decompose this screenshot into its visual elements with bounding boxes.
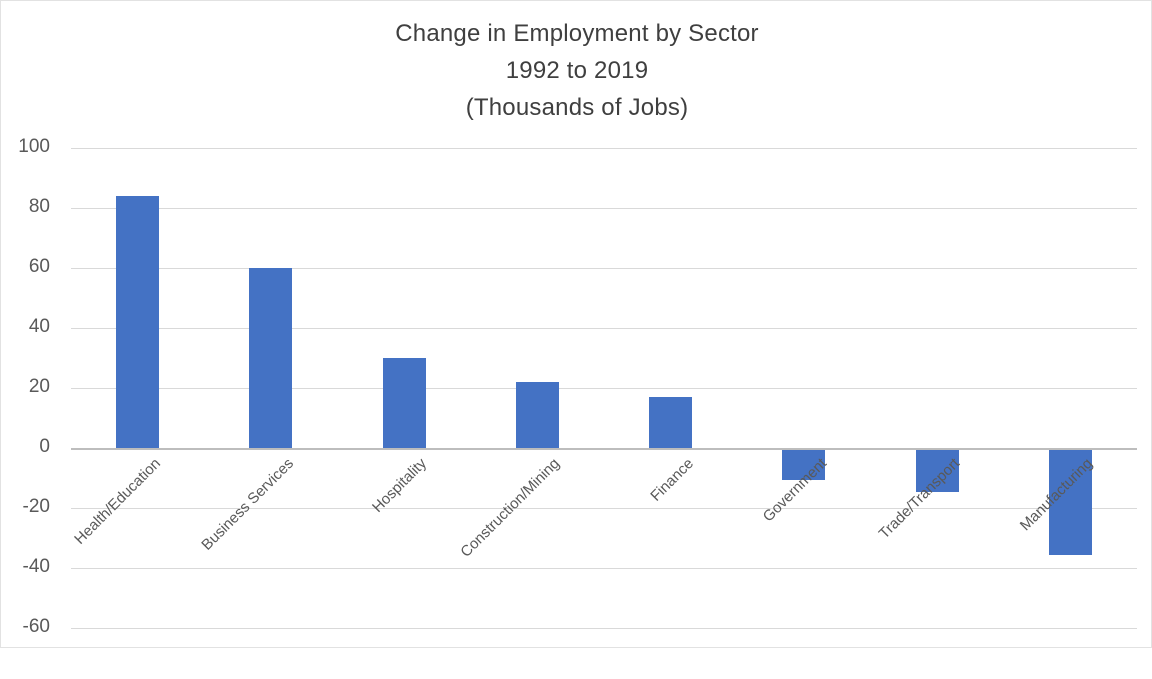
y-tick-label-100: 100 [18,136,50,157]
chart-title-line-1: Change in Employment by Sector [395,20,759,47]
bar-health-education [116,196,160,448]
category-label-manufacturing: Manufacturing [1017,455,1097,535]
x-axis-line [71,448,1137,450]
category-label-hospitality: Hospitality [369,455,431,516]
chart-title-line-3: (Thousands of Jobs) [465,94,689,121]
y-tick-label-60: 60 [28,256,50,277]
y-tick-label--40: -40 [22,556,50,577]
category-label-business-services: Business Services [198,455,297,554]
y-tick-label--60: -60 [22,616,50,637]
category-label-construction-mining: Construction/Mining [457,455,564,561]
category-label-finance: Finance [646,455,697,505]
y-tick-label--20: -20 [22,496,50,517]
bar-trade-transport [915,450,959,492]
category-label-trade-transport: Trade/Transport [875,455,964,543]
gridline-y-40 [71,328,1137,329]
chart-title: Change in Employment by Sector 1992 to 2… [1,15,1152,126]
bar-business-services [249,268,293,448]
bar-government [782,450,826,480]
gridline-y--60 [71,628,1137,629]
chart-area: Change in Employment by Sector 1992 to 2… [0,0,1152,648]
category-label-government: Government [759,455,830,526]
gridline-y-20 [71,388,1137,389]
gridline-y-100 [71,148,1137,149]
gridline-y--20 [71,508,1137,509]
bar-construction-mining [515,382,559,448]
y-tick-label-20: 20 [28,376,50,397]
bar-manufacturing [1048,450,1092,555]
y-tick-label-40: 40 [28,316,50,337]
y-tick-label-80: 80 [28,196,50,217]
plot-area: Health/Education Business Services Hospita… [71,148,1137,629]
bar-hospitality [382,358,426,448]
gridline-y--40 [71,568,1137,569]
gridline-y-80 [71,208,1137,209]
gridline-y-60 [71,268,1137,269]
bar-finance [649,397,693,448]
y-tick-label-0: 0 [39,436,50,457]
chart-title-line-2: 1992 to 2019 [505,57,649,84]
